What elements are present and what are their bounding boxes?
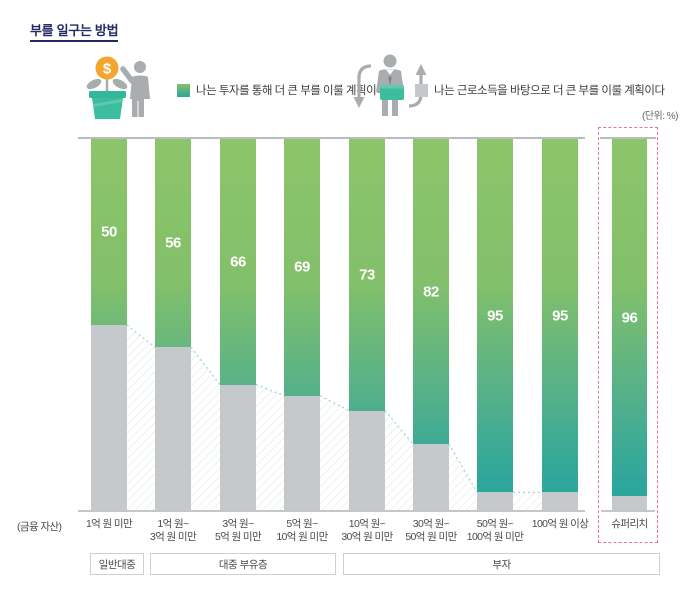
invest-value-label: 96 [621, 309, 638, 327]
invest-legend-swatch [177, 83, 190, 97]
connector-dotted-line [448, 443, 478, 493]
x-axis-label: 5억 원~ 10억 원 미만 [276, 518, 328, 543]
gap-hatch-area [191, 347, 220, 511]
connector-dotted-line [126, 324, 156, 348]
baseline-highlight [601, 510, 655, 512]
baseline-main [78, 510, 585, 512]
group-label-box: 부자 [343, 553, 660, 575]
invest-value-label: 50 [101, 223, 117, 241]
invest-value-label: 66 [230, 253, 246, 271]
gap-hatch-area [127, 325, 155, 511]
x-axis-label: 슈퍼리치 [611, 518, 648, 530]
labor-legend-label: 나는 근로소득을 바탕으로 더 큰 부를 이룰 계획이다 [434, 85, 665, 97]
stacked-bar: 82 [413, 139, 449, 511]
connector-dotted-line [319, 395, 350, 412]
top-axis-line-main [78, 137, 585, 139]
labor-segment [542, 492, 578, 511]
invest-value-label: 56 [165, 234, 181, 252]
labor-segment [220, 384, 256, 511]
money-plant-person-icon: $ [86, 56, 150, 119]
x-axis-label: 50억 원~ 100억 원 미만 [466, 518, 524, 543]
invest-value-label: 73 [359, 266, 375, 284]
connector-dotted-line [255, 383, 285, 397]
unit-label: (단위: %) [641, 111, 679, 122]
labor-legend-swatch [415, 83, 428, 97]
labor-segment [413, 444, 449, 511]
labor-segment [91, 325, 127, 511]
stacked-bar-super-rich: 96 [612, 139, 647, 511]
connector-dotted-line [384, 410, 414, 445]
stacked-bar: 66 [220, 139, 256, 511]
person-briefcase-arrows-icon [353, 54, 427, 116]
x-axis-label: 1억 원~ 3억 원 미만 [149, 518, 197, 543]
labor-segment [155, 347, 191, 511]
svg-text:$: $ [103, 61, 112, 78]
labor-segment [612, 496, 647, 511]
x-axis-label: 10억 원~ 30억 원 미만 [341, 518, 393, 543]
legend-item-labor: 나는 근로소득을 바탕으로 더 큰 부를 이룰 계획이다 [415, 82, 665, 98]
stacked-bar: 50 [91, 139, 127, 511]
stacked-bar: 56 [155, 139, 191, 511]
stacked-bar: 95 [477, 139, 513, 511]
super-rich-highlight-border [598, 127, 658, 543]
gap-hatch-area [513, 492, 542, 511]
labor-segment [284, 395, 320, 511]
gap-hatch-area [385, 410, 413, 511]
labor-segment [477, 492, 513, 511]
gap-hatch-area [256, 384, 284, 511]
invest-value-label: 69 [294, 258, 310, 276]
x-axis-label: 1억 원 미만 [85, 518, 133, 530]
stacked-bar: 69 [284, 139, 320, 511]
invest-value-label: 82 [423, 283, 439, 301]
page-title: 부를 일구는 방법 [30, 20, 119, 42]
x-axis-label: 100억 원 이상 [531, 518, 589, 530]
x-axis-title: (금융 자산) [17, 521, 62, 533]
group-label-box: 대중 부유층 [150, 553, 336, 575]
x-axis-label: 30억 원~ 50억 원 미만 [405, 518, 457, 543]
gap-hatch-area [449, 444, 477, 511]
labor-segment [349, 410, 385, 511]
gap-hatch-area [320, 395, 349, 511]
group-label-box: 일반대중 [90, 553, 144, 575]
invest-legend-label: 나는 투자를 통해 더 큰 부를 이룰 계획이다 [196, 85, 387, 97]
invest-value-label: 95 [552, 307, 568, 325]
x-axis-label: 3억 원~ 5억 원 미만 [214, 518, 262, 543]
legend-item-invest: 나는 투자를 통해 더 큰 부를 이룰 계획이다 [177, 82, 387, 98]
top-axis-line-highlight [600, 137, 656, 139]
stacked-bar: 95 [542, 139, 578, 511]
stacked-bar: 73 [349, 139, 385, 511]
invest-value-label: 95 [487, 307, 503, 325]
